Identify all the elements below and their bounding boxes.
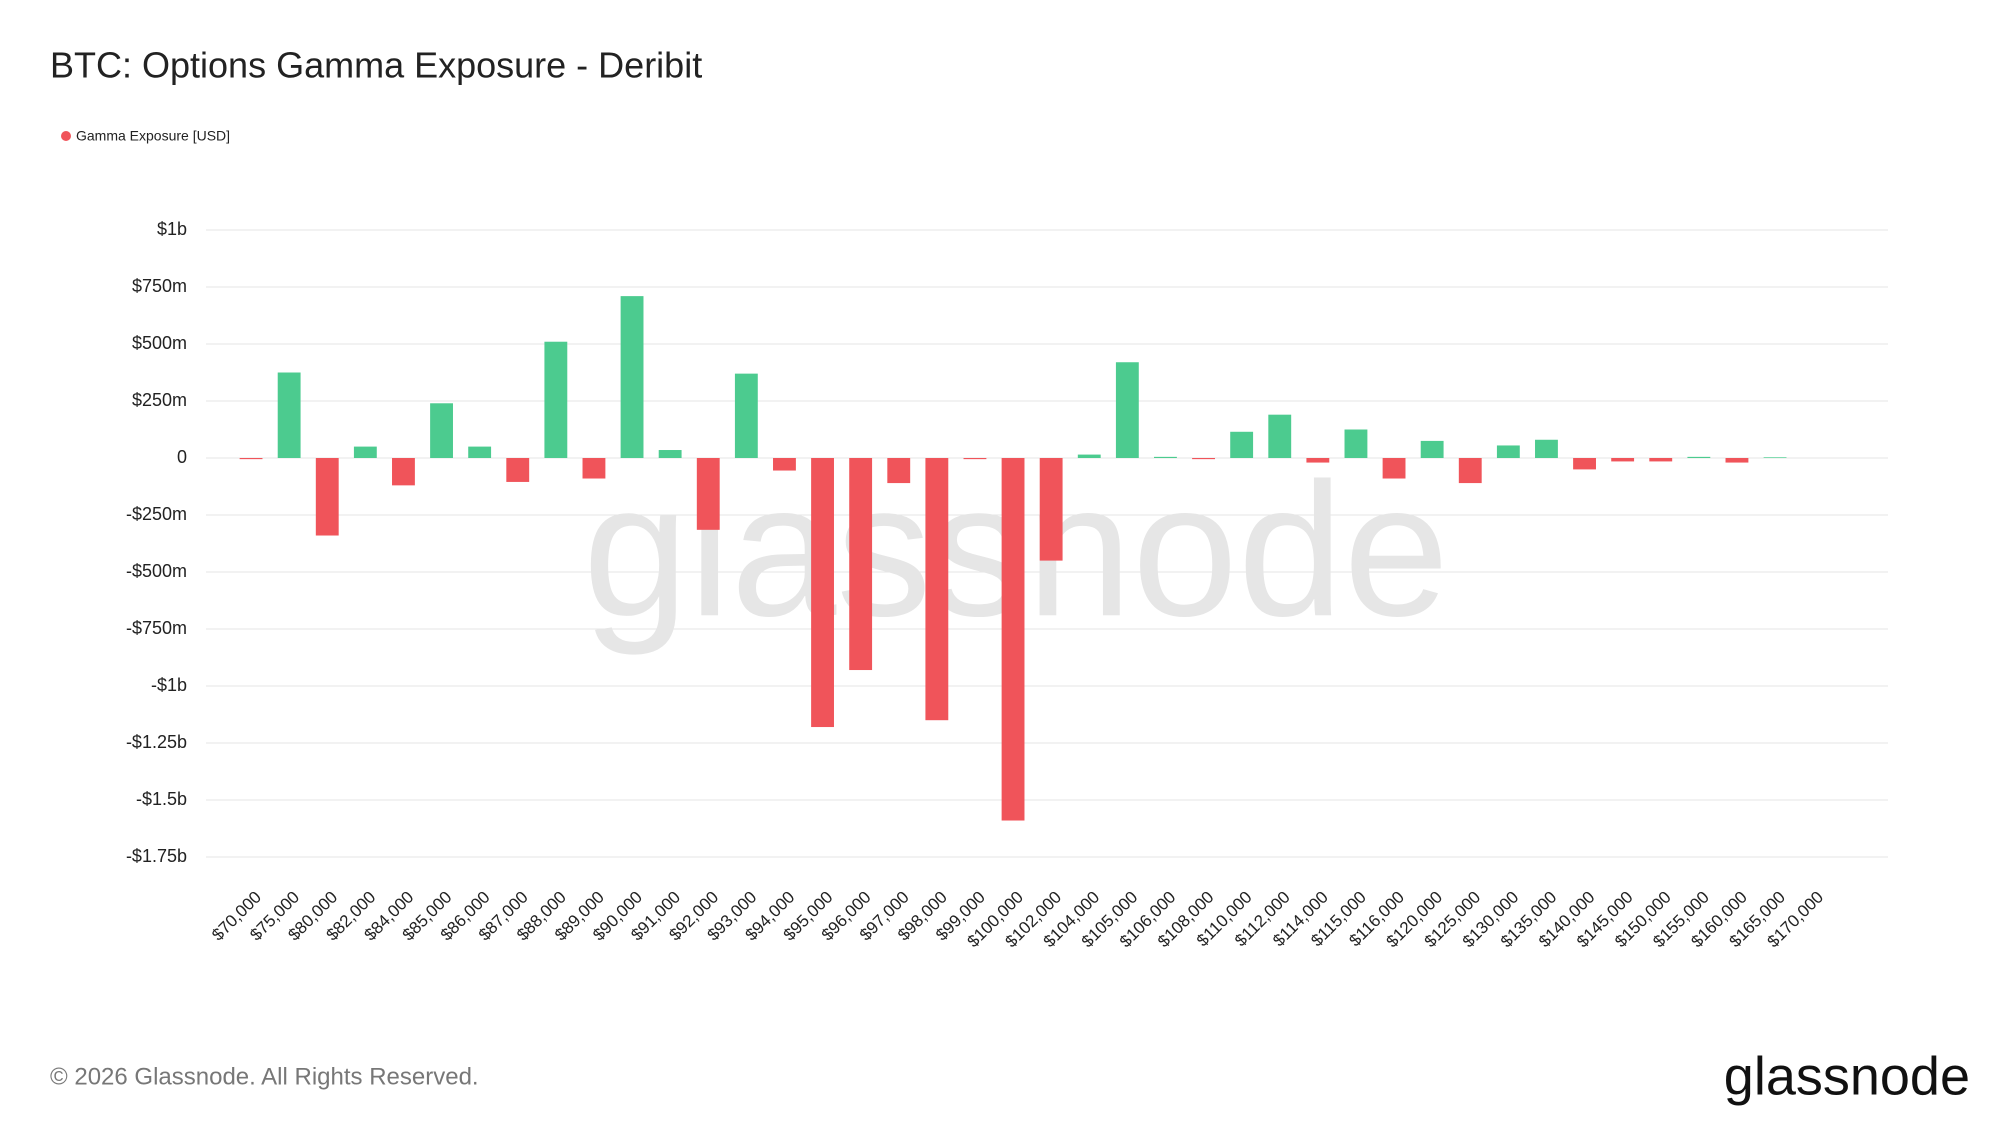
copyright: © 2026 Glassnode. All Rights Reserved. <box>50 1063 479 1090</box>
bar <box>468 446 492 458</box>
y-tick-label: $500m <box>132 333 187 353</box>
bar <box>1420 440 1444 458</box>
bar <box>1763 457 1787 458</box>
y-tick-label: -$500m <box>126 561 187 581</box>
bar <box>1268 414 1292 458</box>
logo: glassnode <box>1724 1046 1970 1106</box>
bar <box>544 341 568 458</box>
bar <box>1001 458 1025 821</box>
bar <box>506 458 530 482</box>
legend-marker <box>61 131 71 141</box>
bar <box>1344 429 1368 458</box>
bar <box>1611 458 1635 462</box>
bar <box>1687 456 1711 458</box>
bar <box>620 296 644 458</box>
y-tick-label: -$1.25b <box>126 732 187 752</box>
y-tick-label: $250m <box>132 390 187 410</box>
bar <box>353 446 377 458</box>
y-tick-label: -$1.75b <box>126 846 187 866</box>
bar <box>1154 456 1177 458</box>
bar <box>1725 458 1749 463</box>
bar <box>1192 458 1215 460</box>
legend-label: Gamma Exposure [USD] <box>76 128 230 144</box>
bar <box>696 458 720 530</box>
bar <box>430 403 453 458</box>
y-tick-label: $1b <box>157 219 187 239</box>
bar <box>1573 458 1596 470</box>
y-tick-label: -$1.5b <box>136 789 187 809</box>
bar <box>1115 362 1139 458</box>
bar <box>1077 454 1101 458</box>
bar <box>239 458 263 460</box>
bar <box>1230 431 1254 458</box>
y-tick-label: 0 <box>177 447 187 467</box>
bar <box>773 458 796 471</box>
bar <box>811 458 834 728</box>
bar <box>849 458 873 671</box>
y-tick-label: -$1b <box>151 675 187 695</box>
bar <box>1496 445 1520 458</box>
bar <box>392 458 415 486</box>
y-tick-label: -$250m <box>126 504 187 524</box>
bar <box>1649 458 1673 462</box>
bar <box>1039 458 1063 561</box>
chart-title: BTC: Options Gamma Exposure - Deribit <box>50 45 702 86</box>
bar <box>1458 458 1482 484</box>
bar <box>658 450 682 458</box>
bar <box>582 458 606 479</box>
y-tick-label: $750m <box>132 276 187 296</box>
bar <box>277 372 301 458</box>
bar <box>1382 458 1406 479</box>
bar <box>1535 439 1558 458</box>
bar <box>315 458 339 536</box>
bar <box>925 458 949 721</box>
bar <box>1306 458 1330 463</box>
bar <box>887 458 911 484</box>
y-tick-label: -$750m <box>126 618 187 638</box>
bar <box>734 373 758 458</box>
bar <box>963 458 987 460</box>
